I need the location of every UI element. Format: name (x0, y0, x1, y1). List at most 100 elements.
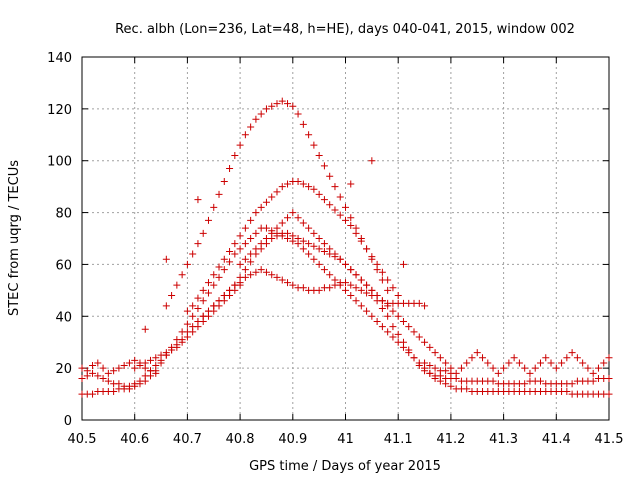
data-point (247, 235, 255, 242)
data-point (305, 250, 313, 258)
data-point (141, 377, 149, 385)
x-tick-label: 40.8 (226, 432, 255, 447)
data-point (542, 354, 550, 362)
data-point (368, 253, 376, 261)
data-point (284, 100, 292, 108)
y-tick-label: 80 (55, 207, 72, 222)
data-point (236, 273, 244, 281)
data-point (199, 229, 207, 237)
data-point (210, 203, 218, 211)
data-point (331, 250, 339, 258)
data-point (273, 224, 281, 232)
data-point (273, 273, 281, 281)
data-point (320, 266, 328, 274)
data-point (342, 279, 349, 287)
data-point (378, 305, 386, 313)
data-point (352, 297, 360, 305)
data-point (247, 258, 255, 266)
data-point (241, 266, 249, 274)
data-point (215, 273, 223, 281)
data-point (299, 245, 307, 253)
data-point (394, 312, 402, 320)
data-point (189, 328, 197, 336)
data-point (389, 333, 397, 341)
data-point (194, 240, 202, 248)
data-point (320, 247, 328, 255)
data-point (600, 359, 608, 367)
data-point (584, 364, 592, 372)
data-point (183, 307, 191, 315)
data-point (220, 297, 228, 305)
data-point (162, 302, 170, 310)
x-tick-label: 40.7 (173, 432, 202, 447)
data-point (215, 302, 223, 310)
data-point (204, 312, 212, 320)
data-point (352, 284, 360, 292)
data-point (289, 232, 297, 240)
data-point (563, 354, 571, 362)
data-point (257, 203, 265, 211)
data-point (505, 359, 513, 367)
data-point (183, 320, 191, 328)
data-point (94, 359, 102, 367)
data-point (284, 229, 292, 237)
data-point (162, 255, 170, 263)
data-point (442, 359, 450, 367)
data-point (384, 328, 392, 336)
data-point (515, 359, 523, 367)
data-point (479, 354, 487, 362)
data-point (589, 369, 597, 377)
data-point (357, 276, 365, 284)
data-point (368, 312, 376, 320)
data-point (210, 271, 218, 279)
data-point (104, 369, 112, 377)
data-point (247, 271, 255, 279)
data-point (252, 245, 260, 253)
data-point (342, 203, 349, 211)
data-point (152, 354, 160, 362)
x-tick-label: 40.6 (120, 432, 149, 447)
data-point (99, 375, 107, 383)
data-point (399, 343, 407, 351)
data-point (152, 369, 160, 377)
data-point (326, 201, 334, 209)
data-point (226, 247, 234, 255)
data-point (89, 362, 97, 370)
data-point (405, 323, 413, 331)
data-point (331, 206, 339, 214)
data-point (262, 105, 270, 113)
data-point (241, 131, 249, 139)
data-point (210, 307, 218, 315)
data-point (157, 351, 165, 359)
data-point (257, 240, 265, 248)
data-point (268, 193, 276, 201)
x-tick-label: 41.1 (384, 432, 413, 447)
data-point (305, 240, 313, 248)
data-point (284, 214, 292, 222)
data-point (236, 245, 244, 253)
data-point (262, 268, 270, 276)
data-point (473, 349, 481, 357)
data-point (194, 323, 202, 331)
data-point (315, 286, 323, 294)
data-point (268, 271, 276, 279)
data-point (173, 336, 181, 344)
data-point (131, 356, 139, 364)
data-points (78, 97, 613, 398)
data-point (94, 372, 102, 380)
data-point (331, 183, 339, 191)
data-point (125, 359, 133, 367)
data-point (241, 240, 249, 248)
data-point (378, 268, 386, 276)
data-point (331, 276, 339, 284)
data-point (536, 377, 544, 385)
data-point (521, 380, 529, 388)
data-point (415, 299, 423, 307)
data-point (431, 364, 439, 372)
data-point (299, 120, 307, 128)
data-point (315, 245, 323, 253)
data-point (384, 302, 392, 310)
data-point (436, 354, 444, 362)
data-point (589, 377, 597, 385)
